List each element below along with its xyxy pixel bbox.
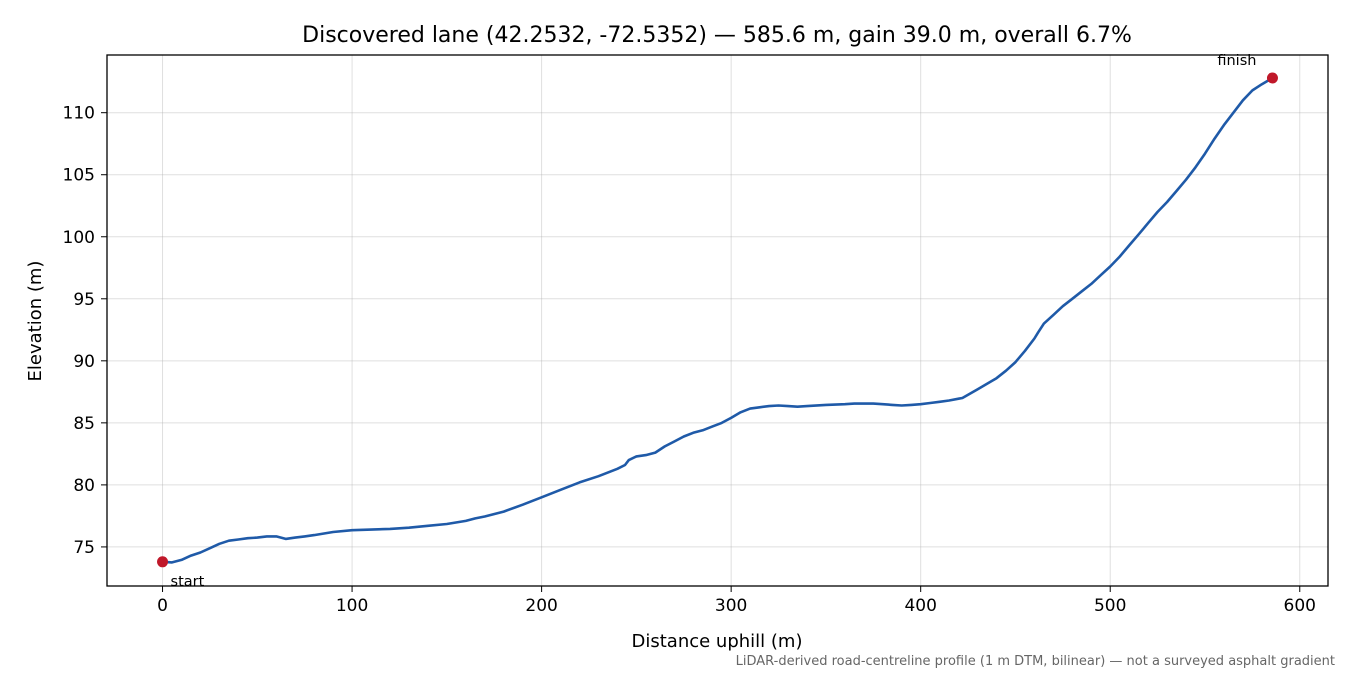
elevation-line: [161, 76, 1274, 564]
start-label: start: [171, 574, 205, 590]
x-tick-label: 100: [336, 596, 368, 616]
series-layer: start finish: [157, 53, 1278, 590]
finish-label: finish: [1217, 53, 1256, 69]
x-tick-label: 400: [904, 596, 936, 616]
y-axis: 75 80 85 90 95 100 105 110: [63, 104, 107, 558]
y-tick-label: 110: [63, 104, 95, 124]
start-marker: [157, 556, 169, 568]
grid-lines: [107, 55, 1328, 586]
x-tick-label: 500: [1094, 596, 1126, 616]
y-tick-label: 100: [63, 228, 95, 248]
plot-frame: [106, 54, 1329, 587]
y-tick-label: 85: [73, 414, 95, 434]
x-tick-label: 300: [715, 596, 747, 616]
x-axis: 0 100 200 300 400 500 600: [157, 586, 1316, 616]
y-axis-label: Elevation (m): [25, 261, 46, 382]
x-tick-label: 200: [525, 596, 557, 616]
y-tick-label: 75: [73, 538, 95, 558]
y-tick-label: 90: [73, 352, 95, 372]
y-tick-label: 80: [73, 476, 95, 496]
finish-marker: [1266, 72, 1278, 84]
y-tick-label: 105: [63, 166, 95, 186]
x-tick-label: 600: [1284, 596, 1316, 616]
y-tick-label: 95: [73, 290, 95, 310]
x-tick-label: 0: [157, 596, 168, 616]
chart-title: Discovered lane (42.2532, -72.5352) — 58…: [302, 23, 1132, 48]
x-axis-label: Distance uphill (m): [632, 631, 803, 652]
footnote: LiDAR-derived road-centreline profile (1…: [736, 654, 1335, 669]
